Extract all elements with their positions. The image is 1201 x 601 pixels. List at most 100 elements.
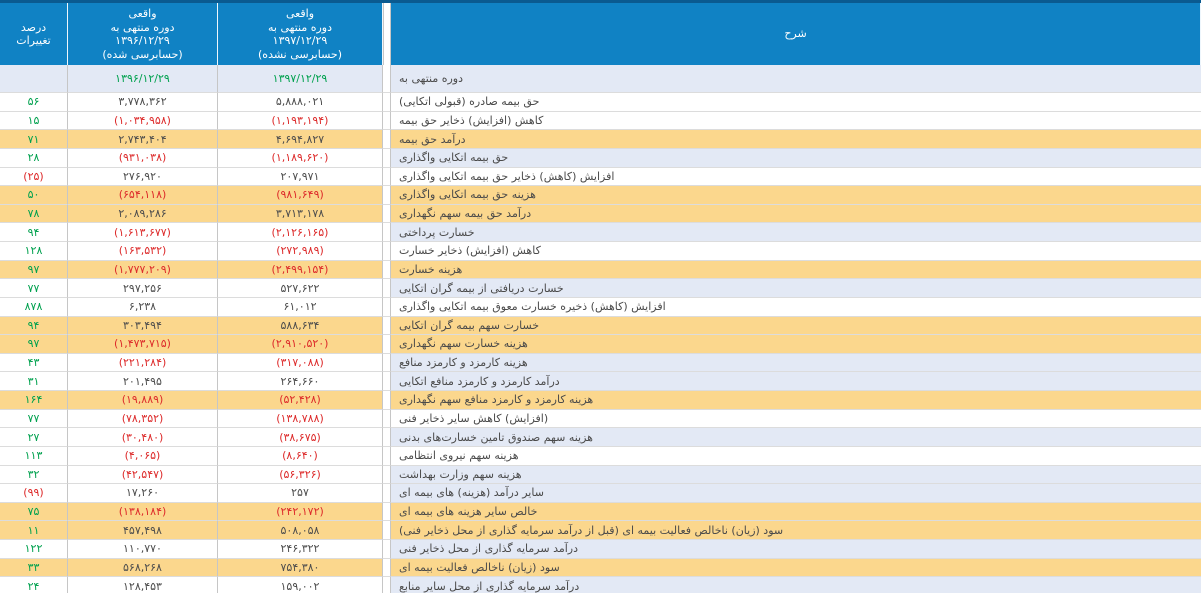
value-1396-cell: (۱,۶۱۳,۶۷۷) [68, 223, 218, 242]
value-1397-cell: ۷۵۴,۳۸۰ [218, 558, 383, 578]
value-1396-cell: (۴۲,۵۴۷) [68, 465, 218, 485]
table-row: ۳۱ ۲۰۱,۴۹۵ ۲۶۴,۶۶۰ درآمد کارمزد و کارمزد… [0, 372, 1201, 391]
description-cell: درآمد کارمزد و کارمزد منافع اتکایی [391, 372, 1201, 391]
gap-cell [383, 297, 391, 317]
value-1397-cell: ۲۵۷ [218, 484, 383, 503]
value-1396-cell: (۶۵۴,۱۱۸) [68, 186, 218, 205]
period-date-1397: ۱۳۹۷/۱۲/۲۹ [218, 65, 383, 93]
period-row: ۱۳۹۶/۱۲/۲۹ ۱۳۹۷/۱۲/۲۹ دوره منتهی به [0, 65, 1201, 93]
header-gap-column [383, 3, 391, 65]
pct-change-cell: (۲۵) [0, 167, 68, 187]
table-row: (۹۹) ۱۷,۲۶۰ ۲۵۷ سایر درآمد (هزینه) های ب… [0, 484, 1201, 503]
table-row: ۹۷ (۱,۷۷۷,۲۰۹) (۲,۴۹۹,۱۵۴) هزینه خسارت [0, 260, 1201, 280]
gap-cell [383, 111, 391, 131]
table-row: ۱۵ (۱,۰۳۴,۹۵۸) (۱,۱۹۳,۱۹۴) کاهش (افزایش)… [0, 111, 1201, 131]
description-cell: خالص سایر هزینه های بیمه ای [391, 502, 1201, 522]
header-period-1397: واقعی دوره منتهی به ۱۳۹۷/۱۲/۲۹ (حسابرسی … [218, 3, 383, 65]
value-1396-cell: ۳,۷۷۸,۳۶۲ [68, 93, 218, 112]
value-1396-cell: (۱۳۸,۱۸۴) [68, 502, 218, 522]
description-cell: افزایش (کاهش) ذخیره خسارت معوق بیمه اتکا… [391, 297, 1201, 317]
value-1396-cell: (۳۰,۴۸۰) [68, 428, 218, 447]
value-1396-cell: ۴۵۷,۴۹۸ [68, 521, 218, 540]
table-row: ۱۱ ۴۵۷,۴۹۸ ۵۰۸,۰۵۸ سود (زیان) ناخالص فعا… [0, 521, 1201, 540]
gap-cell [383, 242, 391, 261]
pct-change-cell: ۴۳ [0, 353, 68, 373]
value-1396-cell: ۲۰۱,۴۹۵ [68, 372, 218, 391]
description-cell: هزینه خسارت [391, 260, 1201, 280]
value-1397-cell: (۵۲,۴۲۸) [218, 391, 383, 410]
table-row: ۱۶۴ (۱۹,۸۸۹) (۵۲,۴۲۸) هزینه کارمزد و کار… [0, 391, 1201, 410]
pct-change-cell: ۹۴ [0, 223, 68, 242]
gap-cell [383, 465, 391, 485]
header-pct-change: درصد تغییرات [0, 3, 68, 65]
pct-change-cell: ۷۵ [0, 502, 68, 522]
table-body: ۵۶ ۳,۷۷۸,۳۶۲ ۵,۸۸۸,۰۲۱ حق بیمه صادره (قب… [0, 93, 1201, 596]
description-cell: حق بیمه صادره (قبولی اتکایی) [391, 93, 1201, 112]
pct-change-cell: (۹۹) [0, 484, 68, 503]
value-1397-cell: (۲۷۲,۹۸۹) [218, 242, 383, 261]
value-1396-cell: (۱۶۳,۵۳۲) [68, 242, 218, 261]
pct-change-cell: ۹۴ [0, 316, 68, 336]
value-1396-cell: ۱۲۸,۴۵۳ [68, 577, 218, 596]
table-row: (۲۵) ۲۷۶,۹۲۰ ۲۰۷,۹۷۱ افزایش (کاهش) ذخایر… [0, 167, 1201, 187]
description-cell: سود (زیان) ناخالص فعالیت بیمه ای (قبل از… [391, 521, 1201, 540]
pct-change-cell: ۱۲۲ [0, 540, 68, 559]
pct-change-cell: ۳۳ [0, 558, 68, 578]
pct-change-cell: ۵۶ [0, 93, 68, 112]
gap-cell [383, 446, 391, 466]
value-1397-cell: ۵,۸۸۸,۰۲۱ [218, 93, 383, 112]
description-cell: سود (زیان) ناخالص فعالیت بیمه ای [391, 558, 1201, 578]
value-1397-cell: ۳,۷۱۳,۱۷۸ [218, 204, 383, 224]
description-cell: هزینه خسارت سهم نگهداری [391, 335, 1201, 354]
gap-cell [383, 186, 391, 205]
value-1397-cell: (۲,۴۹۹,۱۵۴) [218, 260, 383, 280]
description-cell: هزینه حق بیمه اتکایی واگذاری [391, 186, 1201, 205]
value-1397-cell: (۳۱۷,۰۸۸) [218, 353, 383, 373]
table-row: ۲۷ (۳۰,۴۸۰) (۳۸,۶۷۵) هزینه سهم صندوق تام… [0, 428, 1201, 447]
table-row: ۷۱ ۲,۷۴۳,۴۰۴ ۴,۶۹۴,۸۲۷ درآمد حق بیمه [0, 130, 1201, 149]
description-cell: کاهش (افزایش) ذخایر حق بیمه [391, 111, 1201, 131]
value-1397-cell: (۹۸۱,۶۴۹) [218, 186, 383, 205]
description-cell: درآمد حق بیمه سهم نگهداری [391, 204, 1201, 224]
value-1396-cell: ۱۷,۲۶۰ [68, 484, 218, 503]
value-1396-cell: ۶,۲۳۸ [68, 297, 218, 317]
value-1397-cell: (۲,۹۱۰,۵۲۰) [218, 335, 383, 354]
gap-cell [383, 148, 391, 168]
pct-change-cell: ۱۶۴ [0, 391, 68, 410]
value-1396-cell: (۱۹,۸۸۹) [68, 391, 218, 410]
header-description: شرح [391, 3, 1201, 65]
table-row: ۷۷ ۲۹۷,۲۵۶ ۵۲۷,۶۲۲ خسارت دریافتی از بیمه… [0, 279, 1201, 298]
gap-cell [383, 223, 391, 242]
value-1397-cell: ۲۶۴,۶۶۰ [218, 372, 383, 391]
table-row: ۹۴ ۳۰۳,۴۹۴ ۵۸۸,۶۳۴ خسارت سهم بیمه گران ا… [0, 316, 1201, 336]
description-cell: هزینه سهم صندوق تامین خسارت‌های بدنی [391, 428, 1201, 447]
description-cell: هزینه سهم وزارت بهداشت [391, 465, 1201, 485]
description-cell: خسارت دریافتی از بیمه گران اتکایی [391, 279, 1201, 298]
description-cell: (افزایش) کاهش سایر ذخایر فنی [391, 409, 1201, 429]
value-1397-cell: (۲,۱۲۶,۱۶۵) [218, 223, 383, 242]
value-1396-cell: (۷۸,۳۵۲) [68, 409, 218, 429]
gap-cell [383, 558, 391, 578]
gap-cell [383, 167, 391, 187]
value-1396-cell: ۲۹۷,۲۵۶ [68, 279, 218, 298]
value-1396-cell: ۵۶۸,۲۶۸ [68, 558, 218, 578]
gap-cell [383, 540, 391, 559]
value-1397-cell: (۳۸,۶۷۵) [218, 428, 383, 447]
gap-cell [383, 521, 391, 540]
description-cell: حق بیمه اتکایی واگذاری [391, 148, 1201, 168]
value-1397-cell: ۵۲۷,۶۲۲ [218, 279, 383, 298]
gap-cell [383, 353, 391, 373]
description-cell: هزینه کارمزد و کارمزد منافع [391, 353, 1201, 373]
description-cell: سایر درآمد (هزینه) های بیمه ای [391, 484, 1201, 503]
value-1397-cell: ۶۱,۰۱۲ [218, 297, 383, 317]
value-1397-cell: (۸,۶۴۰) [218, 446, 383, 466]
table-row: ۷۸ ۲,۰۸۹,۲۸۶ ۳,۷۱۳,۱۷۸ درآمد حق بیمه سهم… [0, 204, 1201, 224]
table-row: ۷۵ (۱۳۸,۱۸۴) (۲۴۲,۱۷۲) خالص سایر هزینه ه… [0, 502, 1201, 522]
value-1397-cell: ۵۰۸,۰۵۸ [218, 521, 383, 540]
description-cell: هزینه کارمزد و کارمزد منافع سهم نگهداری [391, 391, 1201, 410]
pct-change-cell: ۷۷ [0, 279, 68, 298]
gap-cell [383, 260, 391, 280]
value-1397-cell: (۱,۱۹۳,۱۹۴) [218, 111, 383, 131]
gap-cell [383, 409, 391, 429]
value-1396-cell: (۹۳۱,۰۳۸) [68, 148, 218, 168]
